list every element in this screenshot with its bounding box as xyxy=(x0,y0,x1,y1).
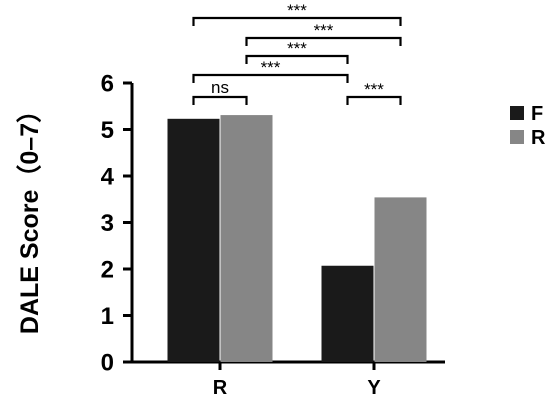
x-tick-label: Y xyxy=(367,377,381,399)
bar-R-Y xyxy=(374,197,427,362)
y-tick-label: 0 xyxy=(101,350,114,377)
y-tick-label: 4 xyxy=(101,164,115,191)
significance-label: *** xyxy=(314,21,334,40)
bar-F-Y xyxy=(321,265,374,362)
significance-label: ns xyxy=(211,78,229,97)
significance-brackets: *** *** *** *** ns *** xyxy=(192,1,402,105)
bar-R-R xyxy=(220,115,273,363)
bracket-line xyxy=(192,16,402,26)
y-tick-label: 6 xyxy=(101,71,114,98)
significance-label: *** xyxy=(364,80,384,99)
significance-bracket: *** xyxy=(192,1,402,26)
legend-swatch-F xyxy=(510,106,524,120)
chart-legend: FR xyxy=(510,103,546,149)
x-tick-label: R xyxy=(213,377,228,399)
significance-bracket: *** xyxy=(245,39,349,64)
legend-label: R xyxy=(531,127,546,149)
bracket-line xyxy=(192,73,349,83)
bar-F-R xyxy=(167,118,220,363)
y-tick-label: 1 xyxy=(101,303,114,330)
bracket-line xyxy=(192,95,248,105)
significance-label: *** xyxy=(287,1,307,20)
bracket-line xyxy=(245,36,402,46)
significance-bracket: *** xyxy=(192,58,349,83)
significance-bracket: *** xyxy=(245,21,402,46)
significance-label: *** xyxy=(287,39,307,58)
y-axis-label: DALE Score（0–7） xyxy=(15,98,44,334)
significance-label: *** xyxy=(261,58,281,77)
y-tick-label: 2 xyxy=(101,257,114,284)
bracket-line xyxy=(245,54,349,64)
significance-bracket: *** xyxy=(346,80,402,105)
y-tick-label: 3 xyxy=(101,210,114,237)
legend-label: F xyxy=(531,103,543,125)
legend-swatch-R xyxy=(510,130,524,144)
y-tick-label: 5 xyxy=(101,117,114,144)
bracket-line xyxy=(346,95,402,105)
significance-bracket: ns xyxy=(192,78,248,105)
chart-bars xyxy=(167,115,427,363)
